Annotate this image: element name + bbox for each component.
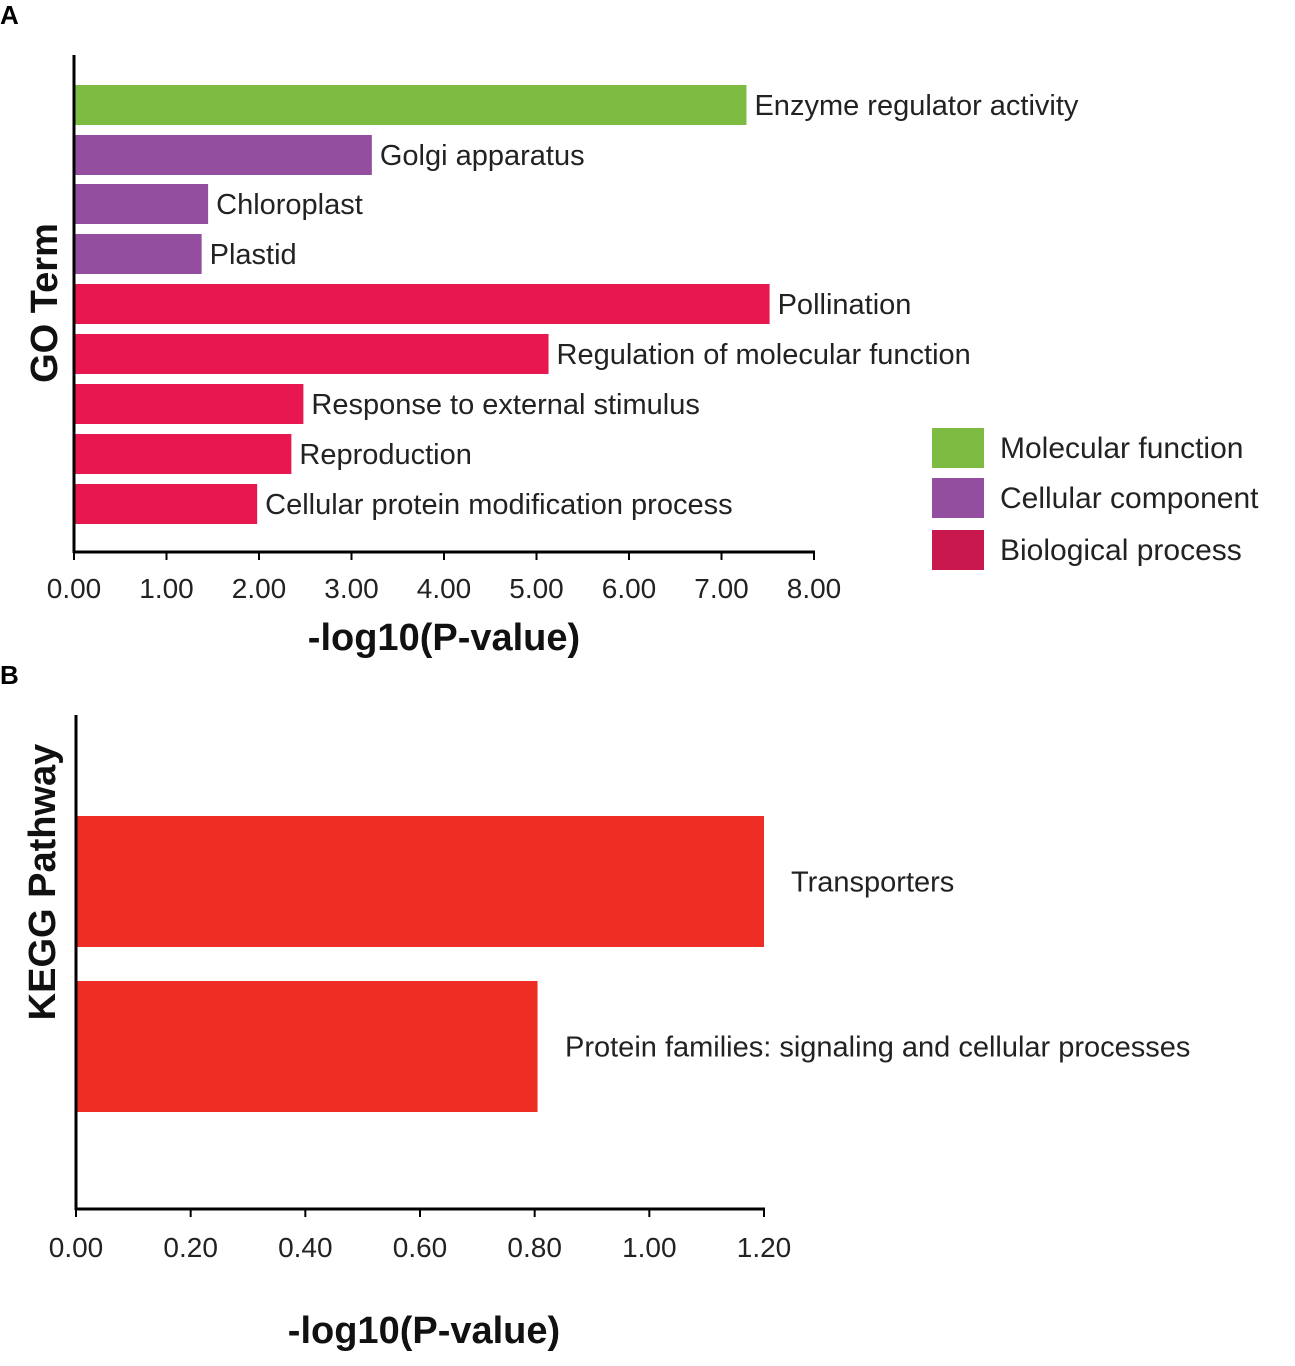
go-x-tick-label: 8.00	[787, 573, 842, 604]
go-bar-label: Response to external stimulus	[311, 389, 699, 421]
go-bar-label: Reproduction	[299, 439, 472, 471]
go-bar-label: Regulation of molecular function	[557, 339, 971, 371]
kegg-x-tick-label: 1.00	[622, 1232, 677, 1263]
legend-swatch	[932, 530, 984, 570]
kegg-x-tick-label: 0.60	[393, 1232, 448, 1263]
panel-a-letter: A	[0, 0, 19, 30]
go-bar	[74, 484, 258, 524]
go-x-tick-label: 4.00	[417, 573, 472, 604]
kegg-x-tick-label: 0.80	[507, 1232, 562, 1263]
go-bar	[74, 184, 209, 224]
go-bar	[74, 135, 372, 175]
legend-swatch	[932, 428, 984, 468]
go-x-tick-label: 1.00	[139, 573, 194, 604]
go-bar	[74, 334, 549, 374]
kegg-x-tick-label: 0.40	[278, 1232, 333, 1263]
kegg-bar	[76, 816, 764, 947]
kegg-x-tick-label: 0.20	[163, 1232, 218, 1263]
legend-label: Molecular function	[1000, 432, 1243, 465]
legend-swatch	[932, 478, 984, 518]
go-x-tick-label: 5.00	[509, 573, 564, 604]
kegg-x-axis-title: -log10(P-value)	[288, 1310, 560, 1352]
go-bar	[74, 434, 292, 474]
go-x-tick-label: 3.00	[324, 573, 379, 604]
legend-label: Cellular component	[1000, 482, 1259, 515]
go-bar-label: Plastid	[210, 239, 297, 271]
go-bar	[74, 384, 304, 424]
kegg-bar-label: Protein families: signaling and cellular…	[565, 1032, 1190, 1064]
kegg-x-tick-label: 0.00	[49, 1232, 104, 1263]
go-x-tick-label: 2.00	[232, 573, 287, 604]
go-x-tick-label: 0.00	[47, 573, 102, 604]
kegg-x-tick-label: 1.20	[737, 1232, 792, 1263]
panel-b-letter: B	[0, 660, 19, 690]
go-bar-label: Cellular protein modification process	[265, 489, 732, 521]
kegg-bar	[76, 981, 538, 1112]
go-x-tick-label: 6.00	[602, 573, 657, 604]
go-x-tick-label: 7.00	[694, 573, 749, 604]
kegg-y-axis-title: KEGG Pathway	[22, 744, 64, 1021]
go-bar-label: Pollination	[778, 289, 912, 321]
go-x-axis-title: -log10(P-value)	[308, 617, 580, 659]
go-bar-label: Golgi apparatus	[380, 140, 585, 172]
go-bar-label: Chloroplast	[216, 189, 363, 221]
legend-label: Biological process	[1000, 534, 1242, 567]
go-y-axis-title: GO Term	[24, 223, 66, 383]
go-bar	[74, 85, 747, 125]
go-bar	[74, 234, 202, 274]
go-bar	[74, 284, 770, 324]
kegg-bar-label: Transporters	[791, 867, 954, 899]
go-bar-label: Enzyme regulator activity	[754, 90, 1078, 122]
